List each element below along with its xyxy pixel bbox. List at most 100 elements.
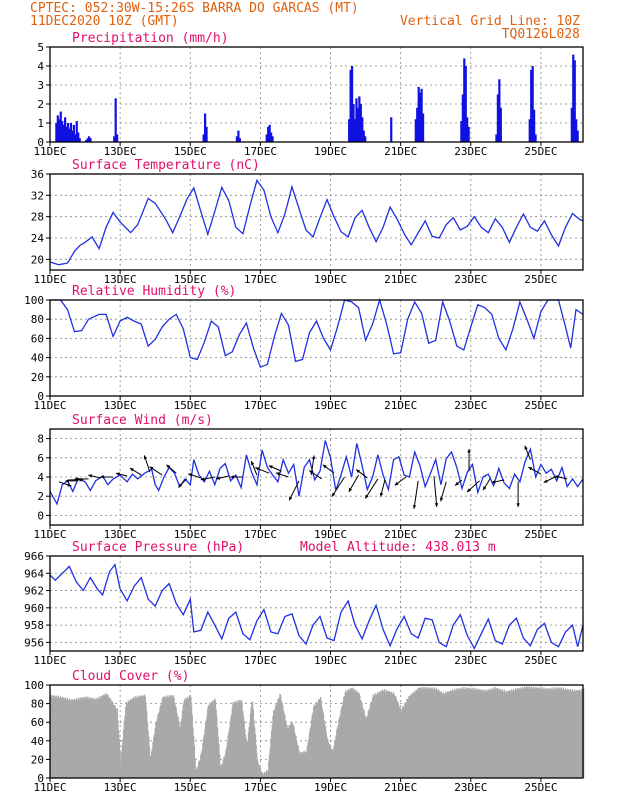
cloud-bar bbox=[65, 700, 67, 778]
cloud-bar bbox=[481, 689, 483, 778]
cloud-bar bbox=[320, 700, 323, 778]
cloud-bar bbox=[487, 689, 489, 778]
cloud-bar bbox=[197, 761, 200, 778]
cloud-bar bbox=[438, 690, 440, 778]
cloud-bar bbox=[160, 705, 162, 778]
cloud-bar bbox=[86, 698, 88, 778]
cloud-bar bbox=[134, 697, 136, 778]
wind-arrowhead bbox=[255, 467, 260, 471]
cloud-bar bbox=[397, 701, 399, 778]
cloud-bar bbox=[152, 741, 154, 778]
wind-arrowhead bbox=[543, 479, 548, 483]
cloud-bar bbox=[280, 694, 282, 778]
wind-arrowhead bbox=[491, 480, 496, 484]
wind-arrowhead bbox=[100, 475, 105, 479]
cloud-bar bbox=[108, 699, 111, 778]
cloud-bar bbox=[545, 690, 548, 778]
cloud-bar bbox=[399, 708, 402, 778]
cloud-bar bbox=[113, 705, 116, 778]
temperature-xtick-label: 11DEC bbox=[33, 273, 66, 286]
cloud-bar bbox=[548, 688, 550, 778]
cloud-bar bbox=[153, 736, 155, 778]
cloud-bar bbox=[168, 695, 170, 778]
cloud-bar bbox=[50, 694, 53, 778]
cloud-bar bbox=[130, 699, 132, 778]
cloud-bar bbox=[263, 771, 266, 778]
precip-bar bbox=[358, 96, 361, 142]
cloud-bar bbox=[465, 688, 468, 778]
cloud-bar bbox=[442, 692, 445, 778]
cloud-bar bbox=[562, 687, 564, 778]
humidity-ytick-label: 0 bbox=[37, 390, 44, 403]
cloud-bar bbox=[501, 689, 503, 778]
cloud-bar bbox=[59, 698, 61, 778]
cloud-bar bbox=[362, 707, 364, 778]
cloud-bar bbox=[79, 699, 81, 778]
cloud-bar bbox=[543, 689, 546, 778]
precip-bar bbox=[268, 124, 271, 142]
cloud-bar bbox=[114, 705, 116, 778]
cloud-bar bbox=[109, 697, 111, 778]
humidity-ytick-label: 40 bbox=[31, 352, 44, 365]
precip-bar bbox=[414, 119, 417, 142]
cloud-bar bbox=[120, 762, 122, 778]
cloud-bar bbox=[155, 721, 158, 778]
cloud-bar bbox=[458, 688, 461, 778]
cloud-bar bbox=[477, 691, 480, 778]
precipitation-ytick-label: 5 bbox=[37, 41, 44, 54]
cloud-bar bbox=[177, 717, 179, 778]
cloud-bar bbox=[233, 702, 236, 778]
cloud-bar bbox=[227, 735, 229, 778]
cloud-bar bbox=[52, 695, 55, 778]
cloud-bar bbox=[206, 715, 208, 778]
cloud-bar bbox=[569, 689, 571, 778]
cloud-bar bbox=[578, 689, 581, 778]
cloud-bar bbox=[214, 700, 217, 778]
cloud-bar bbox=[472, 687, 474, 778]
cloud-bar bbox=[345, 690, 347, 778]
cloud-bar bbox=[172, 697, 174, 778]
cloud-bar bbox=[122, 739, 124, 778]
cloud-bar bbox=[365, 717, 367, 778]
cloud-bar bbox=[136, 697, 138, 778]
cloud-bar bbox=[451, 689, 454, 778]
cloud-bar bbox=[439, 691, 442, 778]
cloud-bar bbox=[278, 697, 280, 778]
cloud-bar bbox=[115, 708, 118, 778]
cloud-bar bbox=[186, 699, 188, 778]
cloud-bar bbox=[415, 689, 417, 778]
precip-bar bbox=[499, 107, 502, 142]
cloud-bar bbox=[70, 701, 72, 778]
cloud-bar bbox=[480, 690, 482, 778]
wind-arrowhead bbox=[88, 474, 93, 478]
cloud-bar bbox=[469, 688, 471, 778]
cloud-bar bbox=[131, 700, 133, 778]
cloud-bar bbox=[139, 695, 141, 778]
cloud-bar bbox=[119, 750, 121, 778]
cloud-bar bbox=[453, 688, 456, 778]
cloud-bar bbox=[552, 689, 555, 778]
cloud-bar bbox=[374, 695, 376, 778]
cloud-bar bbox=[331, 748, 333, 778]
pressure-title: Surface Pressure (hPa) bbox=[72, 540, 244, 555]
cloud-bar bbox=[343, 696, 346, 778]
cloud-bar bbox=[80, 698, 83, 778]
precipitation-xtick-label: 19DEC bbox=[314, 145, 347, 158]
cloud-bar bbox=[366, 715, 369, 778]
precip-bar bbox=[356, 107, 360, 142]
cloud-bar bbox=[226, 747, 228, 778]
cloud-bar bbox=[371, 697, 374, 778]
cloud-bar bbox=[302, 751, 304, 778]
cloud-bar bbox=[153, 734, 156, 778]
cloud-bar bbox=[135, 698, 137, 778]
cloud-bar bbox=[231, 707, 233, 778]
cloud-bar bbox=[57, 695, 60, 778]
cloud-bar bbox=[357, 692, 359, 778]
cloud-bar bbox=[445, 693, 447, 778]
cloud-bar bbox=[412, 693, 414, 778]
humidity-xtick-label: 23DEC bbox=[454, 399, 487, 412]
cloud-bar bbox=[162, 698, 165, 778]
wind-xtick-label: 17DEC bbox=[244, 528, 277, 541]
cloud-bar bbox=[376, 692, 379, 778]
cloud-bar bbox=[64, 697, 67, 778]
